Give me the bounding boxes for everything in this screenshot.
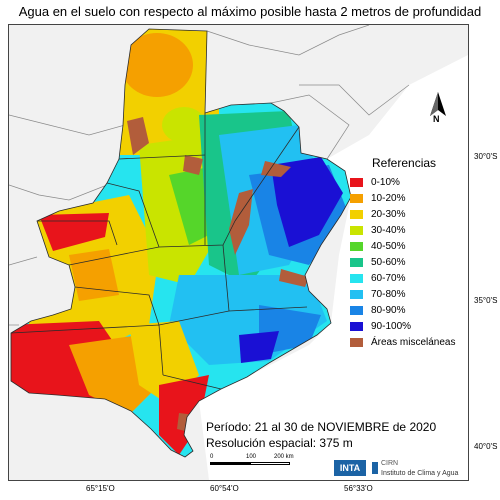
scale-segment (250, 462, 290, 465)
north-arrow-icon (430, 92, 446, 116)
longitude-label-60: 60°54'O (210, 484, 239, 493)
legend-swatch (350, 289, 363, 299)
legend-title: Referencias (372, 156, 437, 170)
legend-label: 50-60% (371, 256, 406, 268)
legend-item: 0-10% (350, 174, 468, 190)
legend-swatch (350, 209, 363, 219)
legend-swatch (350, 225, 363, 235)
inta-logo: INTA (334, 460, 366, 476)
legend-item: 60-70% (350, 270, 468, 286)
legend-swatch (350, 337, 363, 347)
legend-label: 40-50% (371, 240, 406, 252)
legend-item: 50-60% (350, 254, 468, 270)
legend-label: 0-10% (371, 176, 400, 188)
legend-swatch (350, 241, 363, 251)
legend-label: 20-30% (371, 208, 406, 220)
scale-bar: 0 100 200 km (210, 454, 310, 470)
legend-label: 90-100% (371, 320, 412, 332)
legend-label: 80-90% (371, 304, 406, 316)
country-borders (9, 25, 410, 326)
scale-label-0: 0 (210, 454, 214, 460)
scale-label-100: 100 (246, 454, 257, 460)
legend-item: Áreas misceláneas (350, 334, 468, 350)
scale-segment (210, 462, 250, 465)
ocean-area (199, 55, 468, 480)
cirn-logo-text: CIRN (381, 460, 399, 467)
legend-swatch (350, 257, 363, 267)
legend-label: 10-20% (371, 192, 406, 204)
legend-label: 70-80% (371, 288, 406, 300)
period-text: Período: 21 al 30 de NOVIEMBRE de 2020 (206, 420, 437, 434)
legend-label: Áreas misceláneas (371, 336, 456, 348)
map-frame (8, 24, 469, 481)
legend-item: 10-20% (350, 190, 468, 206)
institute-name: Instituto de Clima y Agua (381, 470, 459, 477)
legend-item: 70-80% (350, 286, 468, 302)
legend-item: 90-100% (350, 318, 468, 334)
legend-swatch (350, 273, 363, 283)
legend-item: 20-30% (350, 206, 468, 222)
legend: Referencias 0-10% 10-20% 20-30% 30-40% 4… (350, 156, 468, 350)
province-borders (10, 28, 352, 458)
north-label: N (433, 114, 440, 124)
legend-item: 30-40% (350, 222, 468, 238)
legend-label: 60-70% (371, 272, 406, 284)
legend-swatch (350, 305, 363, 315)
legend-item: 40-50% (350, 238, 468, 254)
latitude-label-35: 35°0'S (474, 296, 498, 305)
map-title: Agua en el suelo con respecto al máximo … (18, 4, 482, 19)
legend-swatch (350, 321, 363, 331)
latitude-label-40: 40°0'S (474, 442, 498, 451)
resolution-text: Resolución espacial: 375 m (206, 436, 353, 450)
legend-swatch (350, 193, 363, 203)
soil-water-map (9, 25, 468, 480)
legend-label: 30-40% (371, 224, 406, 236)
scale-label-200: 200 km (274, 454, 294, 460)
legend-item: 80-90% (350, 302, 468, 318)
longitude-label-65: 65°15'O (86, 484, 115, 493)
latitude-label-30: 30°0'S (474, 152, 498, 161)
cirn-logo-icon (372, 462, 378, 474)
legend-swatch (350, 177, 363, 187)
longitude-label-56: 56°33'O (344, 484, 373, 493)
